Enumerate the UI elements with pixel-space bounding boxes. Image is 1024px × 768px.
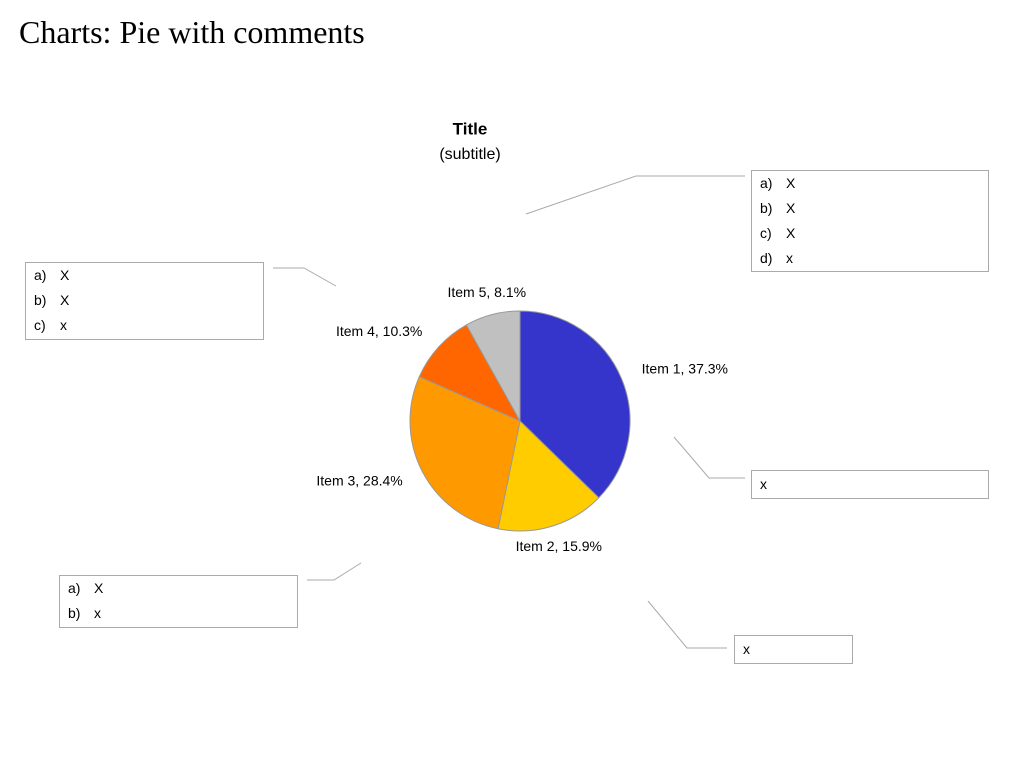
item-text: X — [60, 267, 70, 283]
comment-item: x — [760, 472, 980, 497]
comment-item: a) X — [760, 171, 980, 196]
item-text: x — [760, 476, 767, 492]
chart-subtitle: (subtitle) — [439, 146, 500, 163]
comment-box: x — [751, 470, 989, 499]
data-label: Item 1, 37.3% — [642, 360, 728, 376]
chart-title: Title — [453, 119, 488, 138]
item-marker: b) — [68, 605, 81, 621]
item-marker: a) — [68, 580, 81, 596]
pie-slice — [409, 376, 521, 530]
pie-slice — [497, 420, 600, 532]
item-marker: c) — [760, 225, 772, 241]
comment-box: x — [734, 635, 853, 664]
item-text: x — [786, 250, 793, 266]
connector — [273, 267, 337, 287]
data-label: Item 2, 15.9% — [516, 538, 602, 554]
comment-item: b) x — [68, 601, 289, 626]
pie-slice — [418, 324, 522, 423]
comment-item: a) X — [34, 263, 255, 288]
data-label: Item 4, 10.3% — [336, 323, 422, 339]
comment-item: d) x — [760, 246, 980, 271]
connector — [647, 600, 727, 649]
item-text: x — [743, 641, 750, 657]
item-text: X — [94, 580, 104, 596]
comment-item: x — [743, 637, 844, 662]
pie-slice — [519, 310, 631, 499]
item-marker: a) — [34, 267, 47, 283]
item-text: X — [786, 200, 796, 216]
item-text: x — [94, 605, 101, 621]
comment-item: c) x — [34, 313, 255, 338]
item-text: X — [786, 175, 796, 191]
item-text: X — [60, 292, 70, 308]
comment-item: b) X — [34, 288, 255, 313]
item-marker: c) — [34, 317, 46, 333]
item-marker: b) — [34, 292, 47, 308]
connector — [673, 436, 745, 479]
comment-item: b) X — [760, 196, 980, 221]
data-label: Item 3, 28.4% — [316, 472, 402, 488]
item-marker: a) — [760, 175, 773, 191]
item-marker: b) — [760, 200, 773, 216]
pie-slice — [465, 310, 521, 423]
item-text: x — [60, 317, 67, 333]
connector — [525, 175, 745, 215]
item-marker: d) — [760, 250, 773, 266]
page-title: Charts: Pie with comments — [19, 14, 365, 50]
comment-item: a) X — [68, 576, 289, 601]
connector — [307, 562, 362, 581]
data-label: Item 5, 8.1% — [447, 284, 526, 300]
item-text: X — [786, 225, 796, 241]
comment-item: c) X — [760, 221, 980, 246]
